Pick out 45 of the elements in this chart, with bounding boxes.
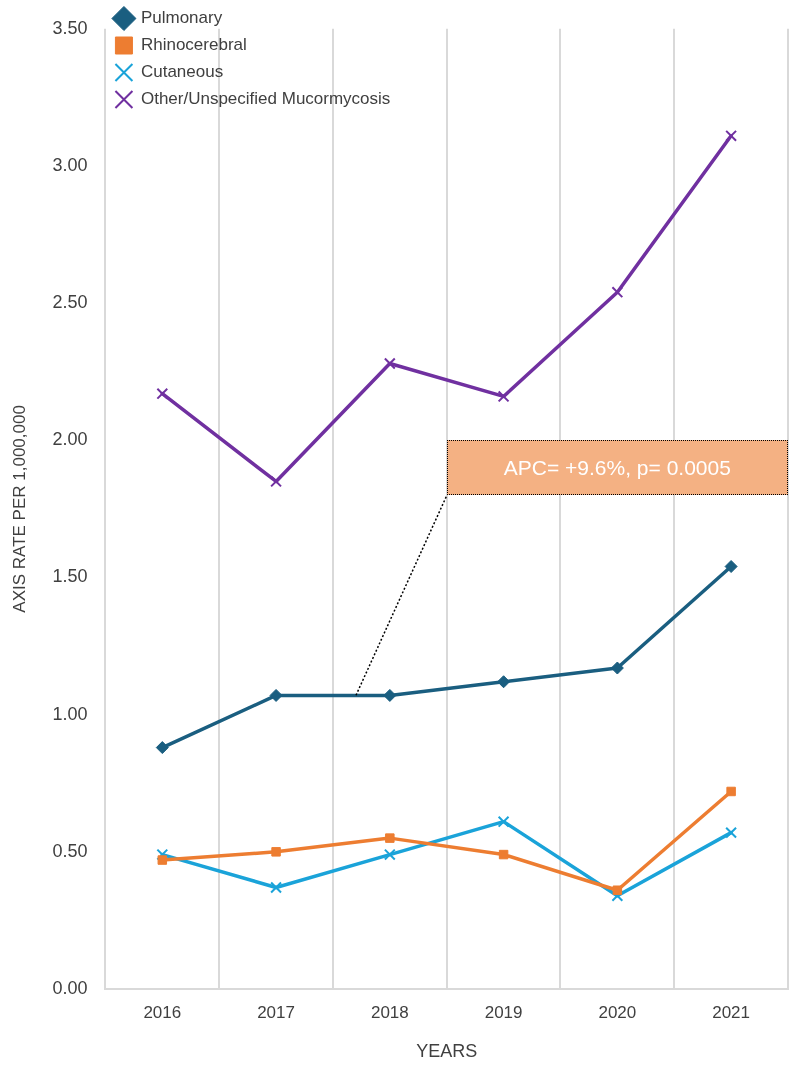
- annotation: APC= +9.6%, p= 0.0005: [503, 455, 731, 480]
- callout-box: APC= +9.6%, p= 0.0005: [446, 440, 788, 496]
- point: [612, 885, 623, 895]
- point: [497, 675, 511, 689]
- y-tick-label: 0.00: [52, 977, 88, 998]
- point: [157, 855, 168, 865]
- point: [269, 688, 283, 702]
- y-tick-label: 2.00: [52, 429, 88, 450]
- x-tick-label: 2017: [257, 1002, 295, 1022]
- point: [611, 889, 624, 902]
- point: [726, 786, 736, 797]
- y-tick-label: 0.50: [52, 840, 88, 861]
- point: [724, 560, 738, 574]
- x-tick-label: 2019: [484, 1002, 523, 1022]
- point: [497, 815, 510, 828]
- point: [156, 387, 169, 400]
- point: [610, 661, 624, 675]
- y-tick-label: 3.00: [52, 154, 88, 175]
- x-tick-label: 2020: [598, 1002, 637, 1022]
- point: [270, 475, 283, 488]
- legend-label: Other/Unspecified Mucormycosis: [140, 89, 391, 109]
- y-tick-label: 1.00: [52, 703, 88, 724]
- point: [270, 881, 283, 894]
- legend-label: Rhinocerebral: [140, 35, 247, 55]
- point: [383, 688, 397, 702]
- point: [725, 129, 738, 142]
- point: [271, 847, 281, 857]
- y-axis-title: AXIS RATE PER 1,000,000: [9, 405, 29, 613]
- legend-label: Pulmonary: [140, 8, 223, 28]
- y-tick-label: 1.50: [52, 566, 88, 587]
- x-tick-label: 2018: [370, 1002, 409, 1022]
- x-axis-title: YEARS: [416, 1041, 478, 1062]
- point: [611, 286, 624, 299]
- point: [725, 826, 738, 839]
- point: [498, 849, 509, 860]
- y-tick-label: 3.50: [52, 17, 88, 38]
- point: [383, 357, 396, 370]
- x-tick-label: 2021: [712, 1002, 751, 1022]
- point: [155, 741, 169, 755]
- y-tick-label: 2.50: [52, 292, 88, 313]
- x-tick-label: 2016: [143, 1002, 182, 1022]
- point: [383, 848, 396, 861]
- point: [385, 833, 395, 843]
- point: [497, 390, 510, 403]
- legend-label: Cutaneous: [140, 62, 224, 82]
